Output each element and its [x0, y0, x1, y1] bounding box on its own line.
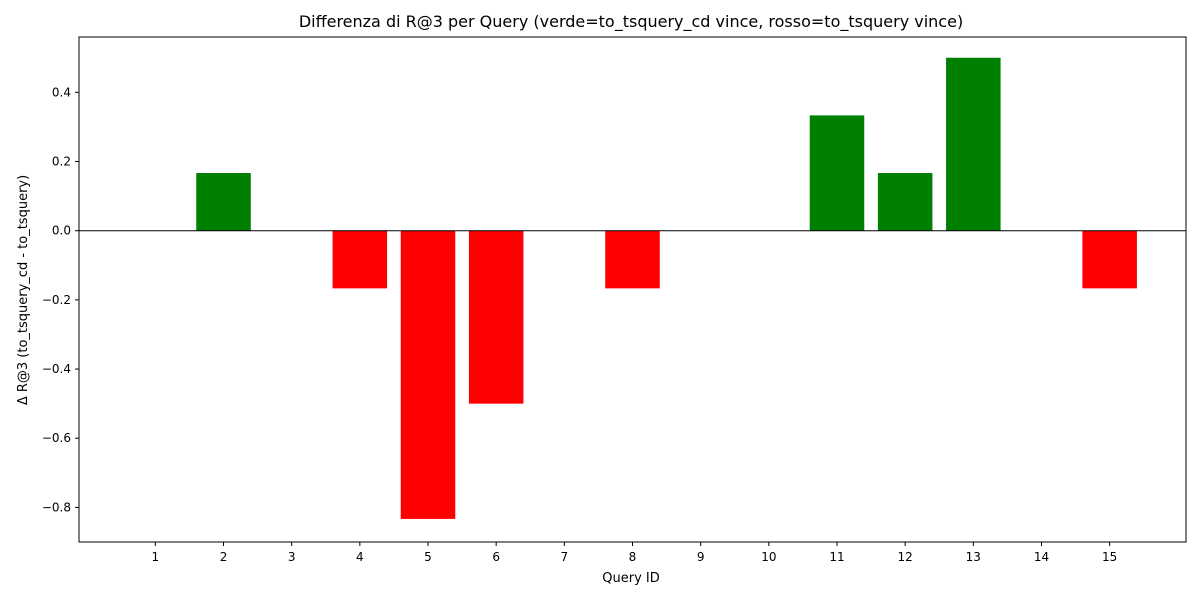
bar-query-15 — [1082, 230, 1137, 289]
x-tick-label: 6 — [492, 550, 500, 564]
bar-query-5 — [400, 230, 456, 519]
y-tick-label: 0.0 — [52, 224, 71, 238]
x-tick-label: 2 — [220, 550, 228, 564]
x-axis-ticks: 1 2 3 4 5 6 7 8 9 10 11 12 13 14 15 — [152, 542, 1117, 564]
bar-query-4 — [332, 230, 388, 289]
y-tick-label: −0.8 — [42, 500, 71, 514]
y-tick-label: 0.2 — [52, 155, 71, 169]
x-tick-label: 10 — [761, 550, 776, 564]
x-tick-label: 8 — [629, 550, 637, 564]
bar-query-8 — [605, 230, 660, 289]
x-tick-label: 4 — [356, 550, 364, 564]
bar-query-11 — [809, 115, 865, 231]
x-tick-label: 7 — [561, 550, 569, 564]
bar-query-2 — [196, 173, 251, 231]
y-tick-label: −0.4 — [42, 362, 71, 376]
y-axis-label: Δ R@3 (to_tsquery_cd - to_tsquery) — [16, 175, 31, 405]
x-tick-label: 1 — [152, 550, 160, 564]
y-axis-ticks: −0.8 −0.6 −0.4 −0.2 0.0 0.2 0.4 — [42, 85, 79, 514]
x-tick-label: 9 — [697, 550, 705, 564]
bars-layer — [196, 57, 1137, 519]
y-tick-label: −0.6 — [42, 431, 71, 445]
bar-query-13 — [946, 57, 1001, 231]
x-tick-label: 14 — [1034, 550, 1049, 564]
x-tick-label: 3 — [288, 550, 296, 564]
y-tick-label: −0.2 — [42, 293, 71, 307]
x-tick-label: 15 — [1102, 550, 1117, 564]
x-tick-label: 5 — [424, 550, 432, 564]
bar-query-6 — [468, 230, 524, 404]
chart-title: Differenza di R@3 per Query (verde=to_ts… — [299, 12, 963, 32]
x-tick-label: 11 — [829, 550, 844, 564]
x-axis-label: Query ID — [602, 571, 659, 586]
x-tick-label: 13 — [966, 550, 981, 564]
x-tick-label: 12 — [898, 550, 913, 564]
bar-query-12 — [877, 173, 933, 231]
y-tick-label: 0.4 — [52, 85, 71, 99]
